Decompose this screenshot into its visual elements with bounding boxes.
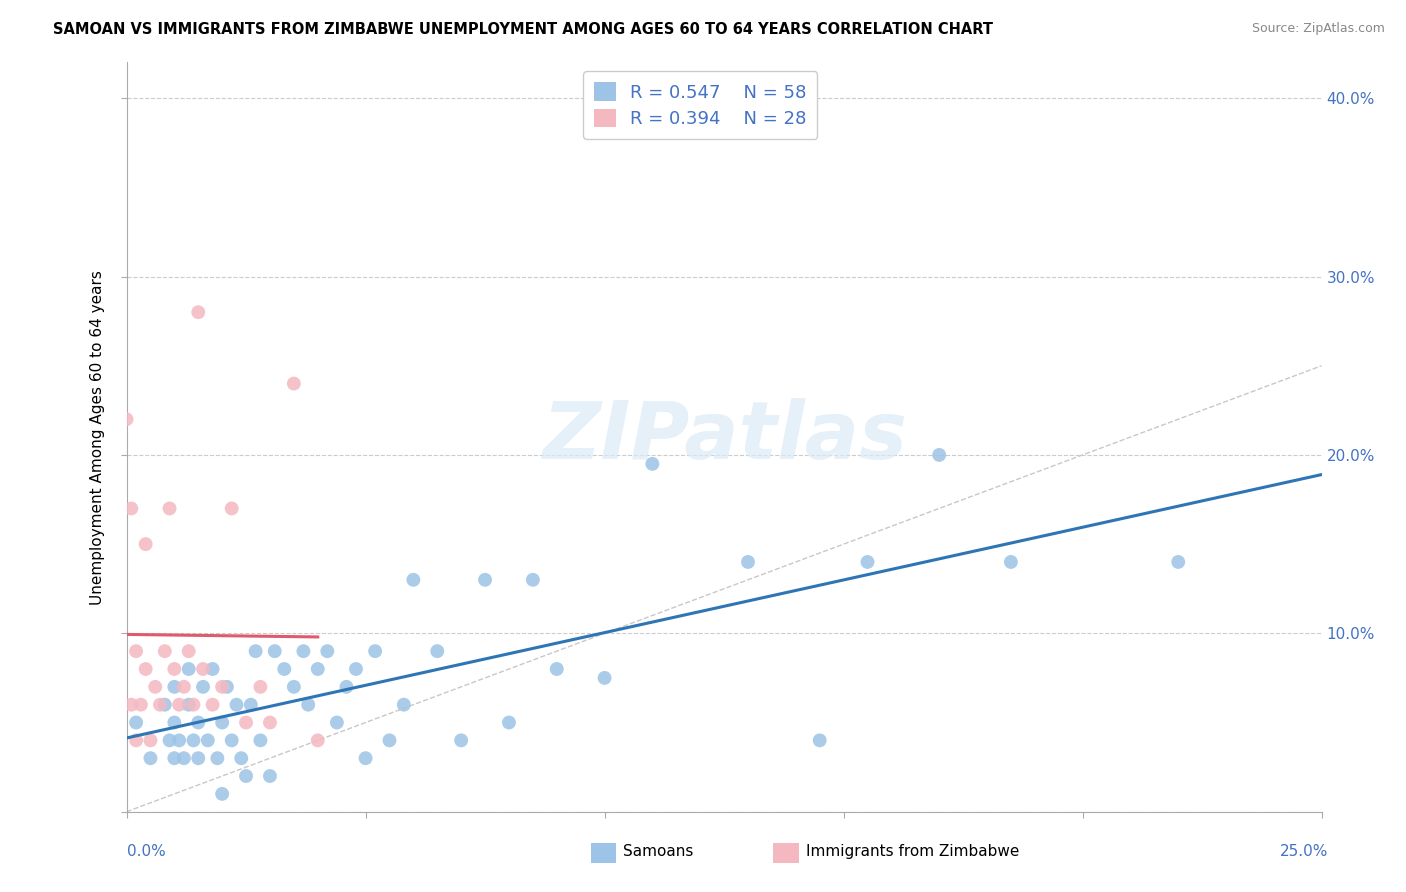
Point <box>364 644 387 658</box>
Point <box>263 644 285 658</box>
Point <box>177 698 200 712</box>
Point <box>177 644 200 658</box>
Point <box>187 305 209 319</box>
Point <box>297 698 319 712</box>
Point <box>125 715 148 730</box>
Point <box>354 751 377 765</box>
Point <box>392 698 415 712</box>
Text: 0.0%: 0.0% <box>127 845 166 859</box>
Point <box>159 733 181 747</box>
Point <box>201 698 224 712</box>
Point <box>143 680 166 694</box>
Point <box>167 733 190 747</box>
Point <box>474 573 496 587</box>
Point <box>335 680 357 694</box>
Point <box>211 715 233 730</box>
Point <box>163 680 186 694</box>
Point <box>231 751 253 765</box>
Point <box>856 555 879 569</box>
Text: Source: ZipAtlas.com: Source: ZipAtlas.com <box>1251 22 1385 36</box>
Point <box>159 501 181 516</box>
Point <box>259 715 281 730</box>
Text: Samoans: Samoans <box>623 845 693 859</box>
Point <box>187 715 209 730</box>
Point <box>402 573 425 587</box>
Point <box>546 662 568 676</box>
Point <box>135 537 157 551</box>
Point <box>221 501 243 516</box>
Point <box>215 680 238 694</box>
Text: Immigrants from Zimbabwe: Immigrants from Zimbabwe <box>806 845 1019 859</box>
Point <box>737 555 759 569</box>
Point <box>120 501 142 516</box>
Point <box>1167 555 1189 569</box>
Point <box>249 733 271 747</box>
Point <box>1000 555 1022 569</box>
Point <box>235 769 257 783</box>
Point <box>125 644 148 658</box>
Point <box>201 662 224 676</box>
Point <box>183 733 205 747</box>
Point <box>928 448 950 462</box>
Point <box>173 680 195 694</box>
Point <box>450 733 472 747</box>
Point <box>139 751 162 765</box>
Point <box>498 715 520 730</box>
Point <box>378 733 401 747</box>
Point <box>426 644 449 658</box>
Point <box>173 751 195 765</box>
Text: ZIPatlas: ZIPatlas <box>541 398 907 476</box>
Text: SAMOAN VS IMMIGRANTS FROM ZIMBABWE UNEMPLOYMENT AMONG AGES 60 TO 64 YEARS CORREL: SAMOAN VS IMMIGRANTS FROM ZIMBABWE UNEMP… <box>53 22 994 37</box>
Point <box>153 698 176 712</box>
Point <box>163 662 186 676</box>
Point <box>283 680 305 694</box>
Point <box>125 733 148 747</box>
Text: 25.0%: 25.0% <box>1281 845 1329 859</box>
Point <box>221 733 243 747</box>
Point <box>115 412 138 426</box>
Point <box>344 662 367 676</box>
Legend: R = 0.547    N = 58, R = 0.394    N = 28: R = 0.547 N = 58, R = 0.394 N = 28 <box>583 71 817 139</box>
Point <box>316 644 339 658</box>
Point <box>187 751 209 765</box>
Point <box>283 376 305 391</box>
Point <box>326 715 349 730</box>
Point <box>225 698 247 712</box>
Point <box>808 733 831 747</box>
Point <box>149 698 172 712</box>
Point <box>129 698 152 712</box>
Point <box>191 680 214 694</box>
Point <box>641 457 664 471</box>
Point <box>239 698 262 712</box>
Point <box>153 644 176 658</box>
Point <box>259 769 281 783</box>
Point <box>211 680 233 694</box>
Point <box>249 680 271 694</box>
Point <box>197 733 219 747</box>
Point <box>120 698 142 712</box>
Point <box>211 787 233 801</box>
Point <box>167 698 190 712</box>
Point <box>163 715 186 730</box>
Point <box>245 644 267 658</box>
Point <box>307 733 329 747</box>
Point <box>522 573 544 587</box>
Point <box>235 715 257 730</box>
Point <box>207 751 229 765</box>
Point <box>191 662 214 676</box>
Point <box>183 698 205 712</box>
Point <box>177 662 200 676</box>
Y-axis label: Unemployment Among Ages 60 to 64 years: Unemployment Among Ages 60 to 64 years <box>90 269 105 605</box>
Point <box>593 671 616 685</box>
Point <box>307 662 329 676</box>
Point <box>292 644 315 658</box>
Point <box>139 733 162 747</box>
Point <box>163 751 186 765</box>
Point <box>273 662 295 676</box>
Point <box>135 662 157 676</box>
